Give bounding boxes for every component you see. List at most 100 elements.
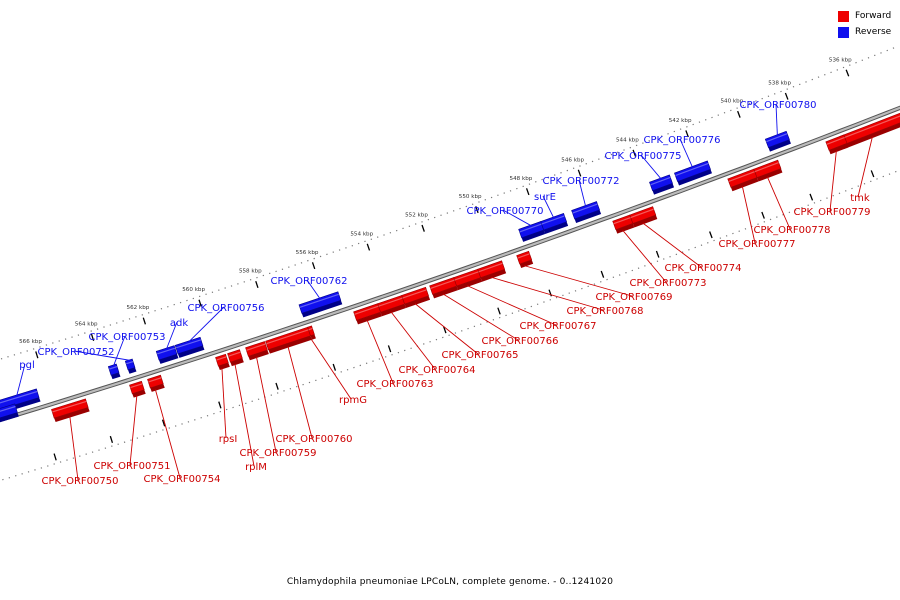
gene-rev-6-shade bbox=[301, 300, 343, 318]
gene-rev-8-leader bbox=[166, 321, 178, 349]
gene-fwd-20-leader bbox=[69, 416, 79, 481]
tick-mark-inner bbox=[548, 289, 553, 297]
gene-fwd-7-leader bbox=[491, 276, 604, 311]
gene-fwd-17-shade bbox=[218, 362, 230, 371]
gene-fwd-13-highlight bbox=[308, 327, 313, 331]
gene-fwd-16-highlight bbox=[228, 351, 241, 357]
tick-label: 550 kbp bbox=[459, 194, 482, 200]
gene-rev-4-shade bbox=[543, 221, 569, 235]
gene-rev-0-leader bbox=[775, 103, 778, 136]
gene-fwd-0-leader bbox=[857, 136, 873, 198]
gene-fwd-16-leader bbox=[234, 363, 255, 467]
gene-fwd-12-highlight bbox=[354, 305, 379, 315]
tick-mark bbox=[525, 188, 530, 196]
gene-fwd-17 bbox=[215, 353, 229, 367]
genome-caption: Chlamydophila pneumoniae LPCoLN, complet… bbox=[286, 577, 614, 587]
gene-fwd-7-shade bbox=[480, 269, 507, 282]
gene-fwd-19-label: CPK_ORF00751 bbox=[94, 461, 171, 472]
gene-fwd-14 bbox=[265, 326, 311, 351]
tick-mark bbox=[90, 333, 95, 341]
tick-mark-inner bbox=[497, 307, 501, 315]
gene-fwd-18-highlight bbox=[148, 377, 162, 383]
gene-fwd-18 bbox=[147, 374, 164, 389]
gene-fwd-1-leader bbox=[829, 150, 837, 212]
gene-fwd-16-label: rplM bbox=[245, 462, 267, 473]
tick-label: 558 kbp bbox=[239, 269, 262, 275]
tick-mark-inner bbox=[387, 345, 392, 353]
gene-rev-0-label: CPK_ORF00780 bbox=[740, 100, 817, 111]
tick-mark bbox=[685, 130, 689, 138]
gene-rev-0 bbox=[764, 130, 790, 148]
tick-mark-inner bbox=[53, 453, 57, 461]
tick-label: 544 kbp bbox=[616, 137, 639, 143]
gene-rev-5 bbox=[518, 221, 545, 239]
gene-rev-2-highlight bbox=[650, 176, 671, 186]
tick-mark-inner bbox=[332, 363, 337, 371]
gene-fwd-19-shade bbox=[132, 389, 146, 398]
gene-rev-5-highlight bbox=[519, 223, 542, 233]
gene-fwd-12-label: CPK_ORF00763 bbox=[357, 379, 434, 390]
tick-label: 548 kbp bbox=[510, 176, 533, 182]
gene-fwd-19 bbox=[129, 380, 145, 394]
gene-fwd-11-label: CPK_ORF00764 bbox=[399, 365, 476, 376]
gene-fwd-6-highlight bbox=[517, 253, 530, 259]
tick-label: 552 kbp bbox=[405, 213, 428, 219]
tick-label: 542 kbp bbox=[669, 118, 692, 124]
tick-mark bbox=[142, 317, 147, 325]
tick-mark bbox=[784, 92, 789, 100]
gene-rev-1-shade bbox=[677, 169, 713, 186]
gene-rev-9-shade bbox=[110, 372, 121, 380]
gene-rev-10-leader bbox=[73, 350, 131, 361]
gene-fwd-0-label: tmk bbox=[850, 193, 870, 204]
gene-fwd-6-label: CPK_ORF00769 bbox=[596, 292, 673, 303]
gene-fwd-14-label: CPK_ORF00760 bbox=[276, 434, 353, 445]
gene-rev-5-leader bbox=[502, 209, 532, 227]
gene-rev-6-highlight bbox=[299, 293, 339, 308]
gene-rev-1-highlight bbox=[675, 162, 709, 177]
gene-fwd-16 bbox=[227, 349, 243, 363]
gene-fwd-20-highlight bbox=[52, 400, 87, 413]
tick-mark-inner bbox=[870, 170, 875, 178]
gene-fwd-17-label: rpsI bbox=[219, 434, 238, 445]
gene-fwd-10-label: CPK_ORF00765 bbox=[442, 350, 519, 361]
gene-fwd-8-label: CPK_ORF00767 bbox=[520, 321, 597, 332]
legend-reverse: Reverse bbox=[838, 25, 891, 39]
gene-fwd-5-label: CPK_ORF00773 bbox=[630, 278, 707, 289]
gene-rev-8-shade bbox=[158, 354, 179, 364]
gene-rev-7 bbox=[174, 336, 204, 355]
gene-fwd-1 bbox=[825, 134, 848, 151]
gene-fwd-3-highlight bbox=[728, 171, 755, 182]
gene-rev-10-highlight bbox=[125, 360, 134, 365]
gene-fwd-15-leader bbox=[256, 356, 277, 453]
gene-rev-edge-shade bbox=[0, 412, 19, 423]
gene-rev-3-label: CPK_ORF00772 bbox=[543, 176, 620, 187]
tick-mark-inner bbox=[709, 231, 713, 239]
gene-fwd-6-shade bbox=[519, 259, 534, 268]
gene-rev-edge-highlight bbox=[0, 405, 16, 412]
gene-fwd-9-label: CPK_ORF00766 bbox=[482, 336, 559, 347]
tick-mark-inner bbox=[443, 326, 447, 334]
gene-fwd-12 bbox=[353, 303, 381, 321]
gene-fwd-20-label: CPK_ORF00750 bbox=[42, 476, 119, 487]
tick-mark bbox=[198, 299, 202, 307]
gene-rev-9-leader bbox=[113, 335, 126, 366]
gene-fwd-18-shade bbox=[150, 383, 165, 392]
gene-rev-9-highlight bbox=[108, 366, 118, 370]
gene-fwd-10-shade bbox=[404, 295, 431, 309]
gene-fwd-9-shade bbox=[432, 286, 459, 299]
tick-mark-inner bbox=[761, 211, 765, 219]
gene-fwd-15-label: CPK_ORF00759 bbox=[240, 448, 317, 459]
gene-rev-11-highlight bbox=[0, 390, 38, 404]
gene-fwd-11-leader bbox=[390, 311, 436, 370]
gene-rev-9 bbox=[107, 363, 120, 376]
gene-fwd-15 bbox=[245, 341, 268, 357]
gene-rev-8 bbox=[155, 345, 178, 361]
gene-rev-edge bbox=[0, 403, 18, 419]
gene-rev-3-shade bbox=[574, 209, 602, 223]
gene-fwd-9-highlight bbox=[430, 279, 455, 289]
gene-rev-8-highlight bbox=[156, 347, 176, 355]
tick-label: 540 kbp bbox=[720, 99, 743, 105]
gene-rev-1-label: CPK_ORF00776 bbox=[644, 135, 721, 146]
gene-rev-0-highlight bbox=[766, 133, 788, 143]
